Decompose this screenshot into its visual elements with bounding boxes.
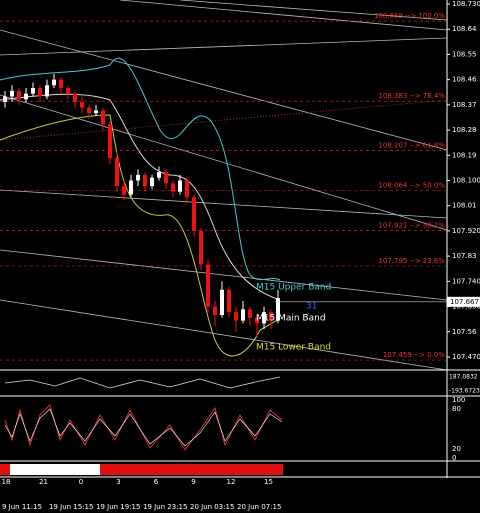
candle-body [234,312,238,321]
stoch-label: 20 [452,445,461,453]
candle-body [24,93,28,100]
signal-bar-white [10,464,100,475]
fib-label: 108.669 --> 100.0% [374,12,445,20]
marker: 31 [306,302,317,312]
hour-label: 18 [2,478,11,486]
current-price: 107.667 [450,298,479,306]
candle-body [38,88,42,97]
date-label: 19 Jun 23:15 [143,503,187,511]
band-label: M15 Lower Band [256,343,331,353]
date-label: 20 Jun 07:15 [237,503,281,511]
fib-label: 107.921 --> 38.2% [378,222,445,230]
y-tick-label: 107.56 [452,328,477,336]
candle-body [80,102,84,108]
stoch-label: 80 [452,405,461,413]
cci-label: 187.0832 [449,374,478,381]
y-tick-label: 108.01 [452,202,477,210]
y-tick-label: 107.920 [452,227,480,235]
signal-bar [0,464,283,475]
axis-bg [447,0,480,513]
candle-body [199,230,203,265]
candle-body [227,289,231,313]
candle-body [101,110,105,125]
fib-label: 108.064 --> 50.0% [378,182,445,190]
stoch-label: 100 [452,396,465,404]
fib-label: 108.207 --> 61.8% [378,142,445,150]
hour-label: 3 [116,478,120,486]
candle-body [73,93,77,103]
candle-body [94,110,98,114]
y-tick-label: 107.470 [452,353,480,361]
candle-body [276,298,280,321]
candle-body [108,124,112,159]
y-tick-label: 108.730 [452,0,480,8]
candle-body [59,79,63,89]
trendlines [0,0,448,371]
fib-label: 108.383 --> 76.4% [378,92,445,100]
y-tick-label: 108.37 [452,101,477,109]
candle-body [136,174,140,181]
y-tick-label: 107.83 [452,252,477,260]
bands [0,57,281,357]
y-tick-label: 108.55 [452,50,477,58]
candle-body [115,158,119,187]
candle-body [178,180,182,192]
candle-body [122,186,126,195]
hour-label: 0 [79,478,83,486]
candle-body [17,90,21,100]
candle-body [66,88,70,94]
candle-body [31,88,35,94]
panels [0,369,480,478]
candle-body [143,174,147,187]
stoch-label: 0 [452,454,456,462]
y-tick-label: 108.19 [452,151,477,159]
y-tick-label: 108.100 [452,177,480,185]
candle-body [192,197,196,231]
candle-body [262,312,266,324]
hour-label: 21 [39,478,48,486]
candle-body [171,183,175,192]
candle-body [164,172,168,184]
hour-label: 6 [154,478,159,486]
candle-body [157,172,161,178]
date-label: 19 Jun 19:15 [96,503,140,511]
hour-label: 15 [264,478,273,486]
candle-body [3,96,7,103]
candle-body [269,312,273,321]
y-tick-label: 108.64 [452,25,477,33]
date-label: 9 Jun 11:15 [2,503,42,511]
candle-body [87,107,91,114]
candle-body [10,90,14,97]
candle-body [241,309,245,321]
candle-body [248,309,252,318]
candle-body [129,180,133,195]
candle-body [185,180,189,198]
band-label: M15 Main Band [256,314,326,324]
candle-body [220,289,224,315]
cci-label: -193.6723 [449,388,480,395]
band-label: M15 Upper Band [256,283,331,293]
candle-body [206,264,210,307]
y-tick-label: 108.28 [452,126,477,134]
y-tick-label: 107.740 [452,277,480,285]
candle-body [150,177,154,187]
hour-label: 9 [191,478,195,486]
fib-label: 107.459 --> 0.0% [383,351,445,359]
candle-body [52,79,56,86]
hour-label: 12 [227,478,236,486]
date-label: 19 Jun 15:15 [49,503,93,511]
candle-body [255,317,259,324]
candle-body [45,85,49,97]
fib-label: 107.795 --> 23.6% [378,257,445,265]
price-box [447,296,480,307]
date-label: 20 Jun 03:15 [190,503,234,511]
y-tick-label: 108.46 [452,76,477,84]
candle-body [213,306,217,315]
